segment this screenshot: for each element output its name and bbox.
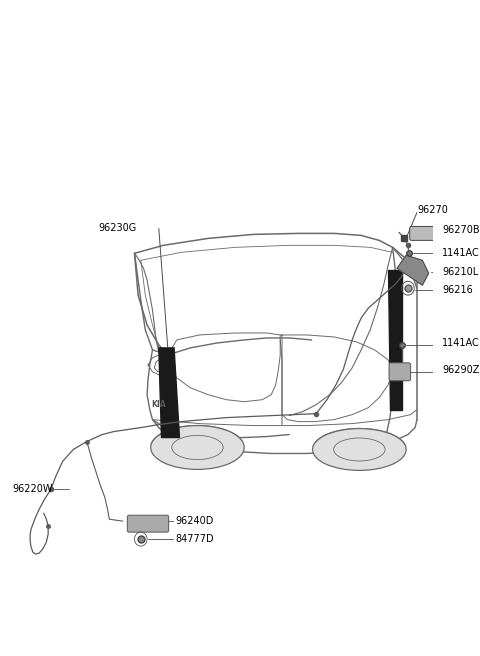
FancyBboxPatch shape: [127, 515, 168, 532]
Text: 84777D: 84777D: [175, 534, 214, 544]
Polygon shape: [397, 255, 429, 285]
Text: 1141AC: 1141AC: [442, 249, 480, 258]
Ellipse shape: [312, 428, 406, 470]
Text: 96210L: 96210L: [442, 267, 479, 277]
Text: 96230G: 96230G: [98, 224, 137, 234]
Text: 96290Z: 96290Z: [442, 365, 480, 375]
Polygon shape: [159, 348, 180, 438]
Text: 96220W: 96220W: [12, 484, 53, 495]
Polygon shape: [388, 270, 402, 409]
FancyBboxPatch shape: [410, 226, 439, 240]
Text: 96270: 96270: [417, 205, 448, 216]
FancyBboxPatch shape: [389, 363, 410, 380]
Text: 96270B: 96270B: [442, 226, 480, 236]
Ellipse shape: [151, 426, 244, 470]
Text: 96240D: 96240D: [175, 516, 213, 526]
Text: 1141AC: 1141AC: [442, 338, 480, 348]
Text: KIA: KIA: [152, 400, 166, 409]
Text: 96216: 96216: [442, 285, 473, 295]
